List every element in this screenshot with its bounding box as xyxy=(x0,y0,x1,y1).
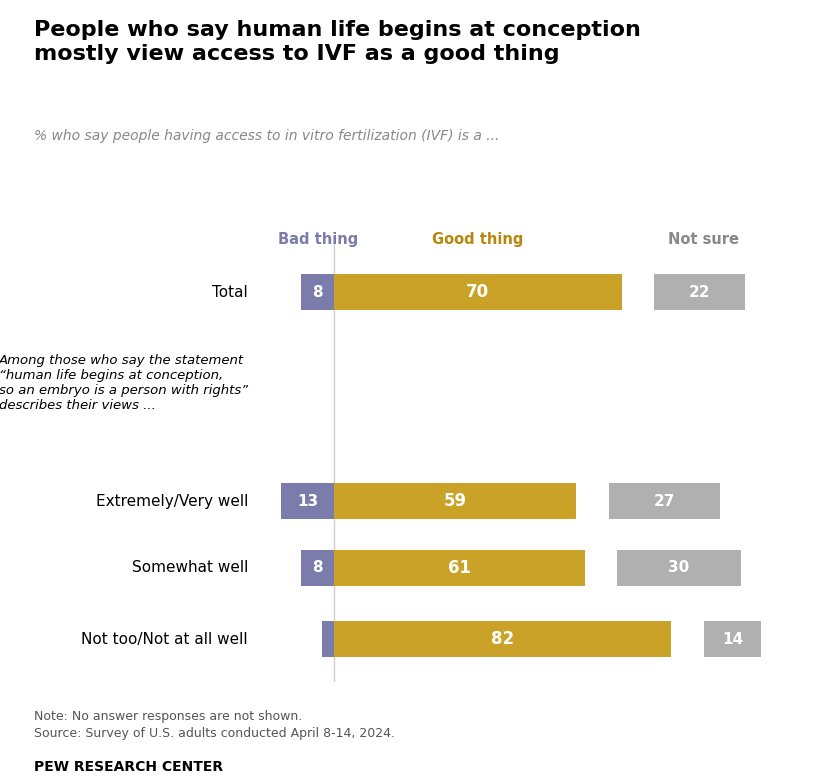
Text: Extremely/Very well: Extremely/Very well xyxy=(96,494,248,509)
Text: 27: 27 xyxy=(654,494,675,509)
Text: Source: Survey of U.S. adults conducted April 8-14, 2024.: Source: Survey of U.S. adults conducted … xyxy=(34,727,395,740)
Bar xyxy=(334,621,671,657)
Bar xyxy=(609,484,720,520)
Text: 8: 8 xyxy=(312,285,323,299)
Text: 82: 82 xyxy=(491,630,514,648)
Text: Somewhat well: Somewhat well xyxy=(132,561,248,575)
Text: Bad thing: Bad thing xyxy=(277,231,358,247)
Text: 61: 61 xyxy=(448,559,471,577)
Bar xyxy=(281,484,334,520)
Bar xyxy=(334,550,585,586)
Text: Total: Total xyxy=(213,285,248,299)
Text: Among those who say the statement
“human life begins at conception,
so an embryo: Among those who say the statement “human… xyxy=(0,354,248,412)
Text: Not too/Not at all well: Not too/Not at all well xyxy=(81,632,248,647)
Bar xyxy=(334,274,622,310)
Text: 30: 30 xyxy=(669,561,690,575)
Text: 22: 22 xyxy=(689,285,711,299)
Text: Good thing: Good thing xyxy=(432,231,523,247)
Text: PEW RESEARCH CENTER: PEW RESEARCH CENTER xyxy=(34,760,223,775)
Text: 8: 8 xyxy=(312,561,323,575)
Text: 13: 13 xyxy=(297,494,318,509)
Text: 59: 59 xyxy=(444,492,467,510)
Bar xyxy=(704,621,761,657)
Bar xyxy=(302,550,334,586)
Text: % who say people having access to in vitro fertilization (IVF) is a ...: % who say people having access to in vit… xyxy=(34,129,499,143)
Text: 14: 14 xyxy=(722,632,743,647)
Bar xyxy=(617,550,741,586)
Bar xyxy=(302,274,334,310)
Bar xyxy=(654,274,745,310)
Text: 70: 70 xyxy=(466,283,490,301)
Bar xyxy=(334,484,576,520)
Text: People who say human life begins at conception
mostly view access to IVF as a go: People who say human life begins at conc… xyxy=(34,20,640,64)
Text: Not sure: Not sure xyxy=(669,231,739,247)
Text: Note: No answer responses are not shown.: Note: No answer responses are not shown. xyxy=(34,710,302,723)
Bar xyxy=(322,621,334,657)
